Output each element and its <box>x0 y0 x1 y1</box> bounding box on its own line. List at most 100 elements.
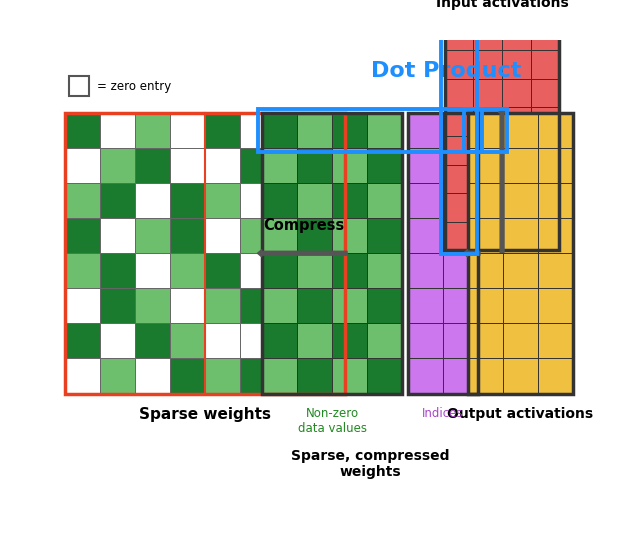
Text: Output activations: Output activations <box>448 407 594 421</box>
Bar <box>262 253 297 288</box>
Text: Sparse, compressed
weights: Sparse, compressed weights <box>291 449 449 479</box>
Bar <box>468 113 503 148</box>
Bar <box>368 148 402 183</box>
Bar <box>538 323 573 358</box>
Bar <box>205 358 240 393</box>
Bar <box>443 288 478 323</box>
Bar <box>468 323 503 358</box>
Bar <box>531 222 559 251</box>
Bar <box>332 358 367 393</box>
Bar <box>445 22 559 251</box>
Bar <box>240 183 275 218</box>
Bar <box>275 148 310 183</box>
Bar <box>262 148 297 183</box>
Bar <box>170 113 205 148</box>
Bar <box>445 79 474 108</box>
Text: Sparse weights: Sparse weights <box>139 407 271 422</box>
Bar <box>474 165 502 193</box>
Bar <box>503 218 538 253</box>
Bar <box>474 222 502 251</box>
Bar <box>297 358 332 393</box>
Bar <box>503 113 538 148</box>
Bar <box>262 218 297 253</box>
Bar <box>135 323 170 358</box>
Bar <box>531 136 559 165</box>
Bar <box>240 148 275 183</box>
Text: = zero entry: = zero entry <box>97 80 171 93</box>
Bar <box>205 288 240 323</box>
Bar <box>332 288 367 323</box>
Bar <box>99 183 135 218</box>
Bar <box>474 108 502 136</box>
Bar <box>408 323 443 358</box>
Bar <box>240 288 275 323</box>
Bar <box>170 218 205 253</box>
Bar <box>445 50 474 79</box>
Bar <box>64 113 99 148</box>
Bar <box>275 358 310 393</box>
Bar <box>275 288 310 323</box>
Bar <box>240 253 275 288</box>
Bar <box>502 79 531 108</box>
Bar <box>135 183 170 218</box>
Bar <box>468 288 503 323</box>
Bar <box>297 323 332 358</box>
Bar <box>538 183 573 218</box>
Bar <box>99 253 135 288</box>
Bar <box>531 165 559 193</box>
Bar <box>310 323 345 358</box>
Bar <box>503 358 538 393</box>
Bar <box>135 358 170 393</box>
Bar <box>368 113 402 148</box>
Bar <box>135 253 170 288</box>
Bar <box>502 22 531 50</box>
Bar <box>502 108 531 136</box>
Bar <box>443 183 478 218</box>
Bar <box>332 323 367 358</box>
Bar <box>408 358 443 393</box>
Bar <box>443 113 478 148</box>
Bar <box>170 253 205 288</box>
Bar <box>332 148 367 183</box>
Bar <box>502 193 531 222</box>
Bar <box>332 113 367 148</box>
Bar <box>64 288 99 323</box>
Text: Indices: Indices <box>422 407 464 420</box>
Bar <box>332 218 367 253</box>
Bar <box>64 253 99 288</box>
Bar <box>262 323 297 358</box>
Bar <box>503 323 538 358</box>
Bar <box>443 358 478 393</box>
Bar <box>468 113 573 393</box>
Bar <box>503 253 538 288</box>
Bar <box>170 358 205 393</box>
Bar <box>443 253 478 288</box>
Bar <box>531 22 559 50</box>
Bar <box>99 113 135 148</box>
Text: Non-zero
data values: Non-zero data values <box>298 407 367 435</box>
Bar <box>445 136 474 165</box>
Bar <box>205 253 240 288</box>
Bar <box>474 22 502 50</box>
Bar <box>275 183 310 218</box>
Bar <box>262 358 297 393</box>
Bar <box>408 113 478 393</box>
Bar <box>297 113 332 148</box>
Bar <box>64 183 99 218</box>
Bar <box>135 148 170 183</box>
Bar <box>468 253 503 288</box>
Bar <box>240 323 275 358</box>
Bar <box>240 218 275 253</box>
Bar <box>99 358 135 393</box>
Bar <box>310 253 345 288</box>
Bar <box>445 222 474 251</box>
Bar <box>474 193 502 222</box>
Bar <box>503 183 538 218</box>
Bar <box>64 358 99 393</box>
Bar <box>368 288 402 323</box>
Bar <box>135 218 170 253</box>
Bar <box>538 358 573 393</box>
Bar <box>275 113 310 148</box>
Bar <box>443 148 478 183</box>
Bar <box>205 183 240 218</box>
